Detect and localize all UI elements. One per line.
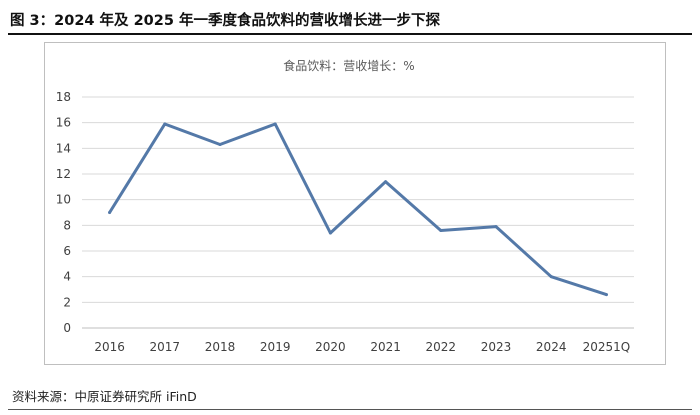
x-tick-label: 2022 (426, 340, 457, 354)
y-tick-label: 0 (63, 321, 71, 335)
data-point (218, 142, 222, 146)
x-tick-label: 2018 (205, 340, 236, 354)
x-tick-label: 2016 (94, 340, 125, 354)
chart-frame (44, 42, 666, 365)
figure-title: 图 3：2024 年及 2025 年一季度食品饮料的营收增长进一步下探 (10, 13, 440, 29)
series-line (108, 122, 608, 297)
y-tick-label: 10 (56, 193, 71, 207)
x-tick-label: 2023 (481, 340, 512, 354)
x-tick-label: 2019 (260, 340, 291, 354)
data-point (108, 211, 112, 214)
data-point (494, 225, 498, 229)
data-point (439, 228, 443, 232)
y-tick-label: 12 (56, 167, 71, 181)
y-tick-label: 18 (56, 90, 71, 104)
x-tick-label: 20251Q (583, 340, 631, 354)
y-axis-tick-labels: 0 2 4 6 8 10 12 14 16 18 (56, 90, 71, 335)
x-axis-tick-labels: 2016 2017 2018 2019 2020 2021 2022 2023 2024 2025… (94, 340, 630, 354)
x-tick-label: 2017 (150, 340, 181, 354)
data-point (604, 293, 608, 297)
source-note: 资料来源：中原证券研究所 iFinD (12, 389, 197, 404)
data-point (273, 122, 277, 126)
series-revenue-growth (108, 122, 608, 297)
data-point (163, 122, 167, 126)
title-rule (8, 33, 692, 35)
y-tick-label: 14 (56, 141, 71, 155)
y-tick-label: 2 (63, 295, 71, 309)
data-point (384, 180, 388, 184)
x-tick-label: 2021 (370, 340, 401, 354)
y-tick-label: 8 (63, 218, 71, 232)
y-tick-label: 4 (63, 270, 71, 284)
y-tick-label: 6 (63, 244, 71, 258)
source-rule (8, 409, 692, 410)
data-point (328, 231, 332, 235)
gridlines (82, 96, 634, 329)
x-tick-label: 2024 (536, 340, 567, 354)
data-point (549, 275, 553, 279)
x-tick-label: 2020 (315, 340, 346, 354)
chart-title: 食品饮料：营收增长：% (283, 58, 414, 73)
y-tick-label: 16 (56, 116, 71, 130)
